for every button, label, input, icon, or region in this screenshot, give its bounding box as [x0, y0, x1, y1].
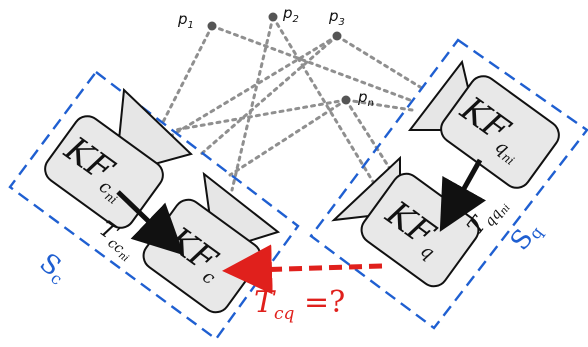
arrow-t-cq	[222, 244, 383, 295]
point-p1	[207, 21, 217, 31]
point-p2	[268, 12, 278, 22]
point-p2-label: p2	[282, 4, 299, 25]
ray-p1-kfq	[210, 24, 412, 102]
ray-p3-kfc	[198, 34, 339, 157]
ray-p2-kfc	[230, 15, 275, 192]
camera-kf-c-ni: KFcni	[44, 87, 193, 229]
unknown-transform: Tcq =?	[222, 244, 383, 324]
ray-pn-kfcni	[173, 98, 348, 132]
point-pn	[341, 95, 351, 105]
label-t-cc: Tccni	[92, 217, 142, 265]
ray-p3-kfqni	[335, 34, 427, 92]
group-s-q-label: Sq	[505, 216, 547, 257]
camera-kf-q: KFq	[331, 155, 480, 288]
ray-p2-kfq	[271, 15, 377, 187]
label-t-cq: Tcq =?	[254, 285, 345, 324]
arrow-t-qq	[439, 158, 487, 232]
ray-pn-kfq	[344, 98, 394, 174]
ray-p1-kfcni	[158, 24, 214, 130]
points: p1 p2 p3 pn	[177, 4, 374, 109]
camera-kf-q-ni: KFqni	[407, 59, 560, 189]
arrow-t-cc	[116, 190, 185, 256]
point-p3-label: p3	[328, 7, 345, 28]
observation-rays	[158, 15, 427, 192]
group-s-c-label: Sc	[33, 248, 73, 289]
camera-kf-c-ni-body	[44, 115, 164, 229]
ray-pn-kfqni	[344, 98, 414, 112]
ray-p3-kfcni	[162, 34, 339, 142]
point-p1-label: p1	[177, 10, 194, 31]
point-pn-label: pn	[357, 88, 374, 109]
group-s-q-outline	[309, 38, 588, 330]
transform-arrows	[116, 158, 487, 256]
ray-pn-kfc	[228, 98, 348, 177]
point-p3	[332, 31, 342, 41]
